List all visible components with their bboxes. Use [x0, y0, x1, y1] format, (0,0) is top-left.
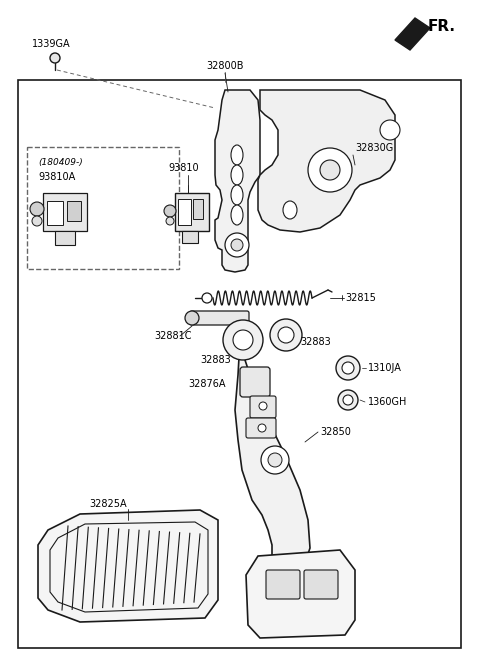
- Circle shape: [185, 311, 199, 325]
- FancyBboxPatch shape: [190, 311, 249, 325]
- Circle shape: [223, 320, 263, 360]
- Circle shape: [380, 120, 400, 140]
- Text: 93810: 93810: [168, 163, 199, 173]
- Circle shape: [308, 148, 352, 192]
- Circle shape: [268, 453, 282, 467]
- Text: 32825A: 32825A: [89, 499, 127, 509]
- Ellipse shape: [231, 205, 243, 225]
- Ellipse shape: [231, 165, 243, 185]
- Circle shape: [278, 327, 294, 343]
- Bar: [55, 231, 75, 245]
- Circle shape: [336, 356, 360, 380]
- Circle shape: [270, 319, 302, 351]
- Text: 32830G: 32830G: [355, 143, 393, 153]
- Bar: [193, 199, 203, 219]
- Circle shape: [259, 402, 267, 410]
- Bar: [178, 199, 191, 225]
- Circle shape: [233, 330, 253, 350]
- FancyBboxPatch shape: [27, 147, 179, 269]
- Bar: [182, 231, 198, 243]
- Circle shape: [225, 233, 249, 257]
- Circle shape: [32, 216, 42, 226]
- Text: 32876A: 32876A: [188, 379, 226, 389]
- Polygon shape: [38, 510, 218, 622]
- Text: 1339GA: 1339GA: [32, 39, 71, 49]
- Circle shape: [342, 362, 354, 374]
- Circle shape: [164, 205, 176, 217]
- Bar: [47, 201, 63, 225]
- Circle shape: [258, 424, 266, 432]
- Text: 32883: 32883: [200, 355, 231, 365]
- Circle shape: [202, 293, 212, 303]
- FancyBboxPatch shape: [240, 367, 270, 397]
- Text: 1310JA: 1310JA: [368, 363, 402, 373]
- Circle shape: [343, 395, 353, 405]
- Text: 32883: 32883: [300, 337, 331, 347]
- Polygon shape: [215, 90, 260, 272]
- Circle shape: [30, 202, 44, 216]
- Bar: [43, 193, 87, 231]
- Text: (180409-): (180409-): [38, 158, 83, 166]
- FancyBboxPatch shape: [246, 418, 276, 438]
- Circle shape: [320, 160, 340, 180]
- Polygon shape: [395, 18, 430, 50]
- Text: 32881C: 32881C: [154, 331, 192, 341]
- Circle shape: [166, 217, 174, 225]
- FancyBboxPatch shape: [304, 570, 338, 599]
- Circle shape: [231, 239, 243, 251]
- Circle shape: [338, 390, 358, 410]
- Bar: [18, 80, 461, 648]
- Text: 32815: 32815: [345, 293, 376, 303]
- Ellipse shape: [231, 145, 243, 165]
- Bar: [67, 201, 81, 221]
- Text: FR.: FR.: [428, 19, 456, 33]
- Bar: [175, 193, 209, 231]
- Text: 93810A: 93810A: [38, 172, 75, 182]
- Ellipse shape: [283, 201, 297, 219]
- Text: 32800B: 32800B: [206, 61, 244, 71]
- Circle shape: [50, 53, 60, 63]
- FancyBboxPatch shape: [266, 570, 300, 599]
- Polygon shape: [246, 550, 355, 638]
- FancyBboxPatch shape: [250, 396, 276, 418]
- Polygon shape: [235, 340, 310, 570]
- Text: 32850: 32850: [320, 427, 351, 437]
- Text: 1360GH: 1360GH: [368, 397, 408, 407]
- Ellipse shape: [231, 185, 243, 205]
- Polygon shape: [258, 90, 395, 232]
- Circle shape: [261, 446, 289, 474]
